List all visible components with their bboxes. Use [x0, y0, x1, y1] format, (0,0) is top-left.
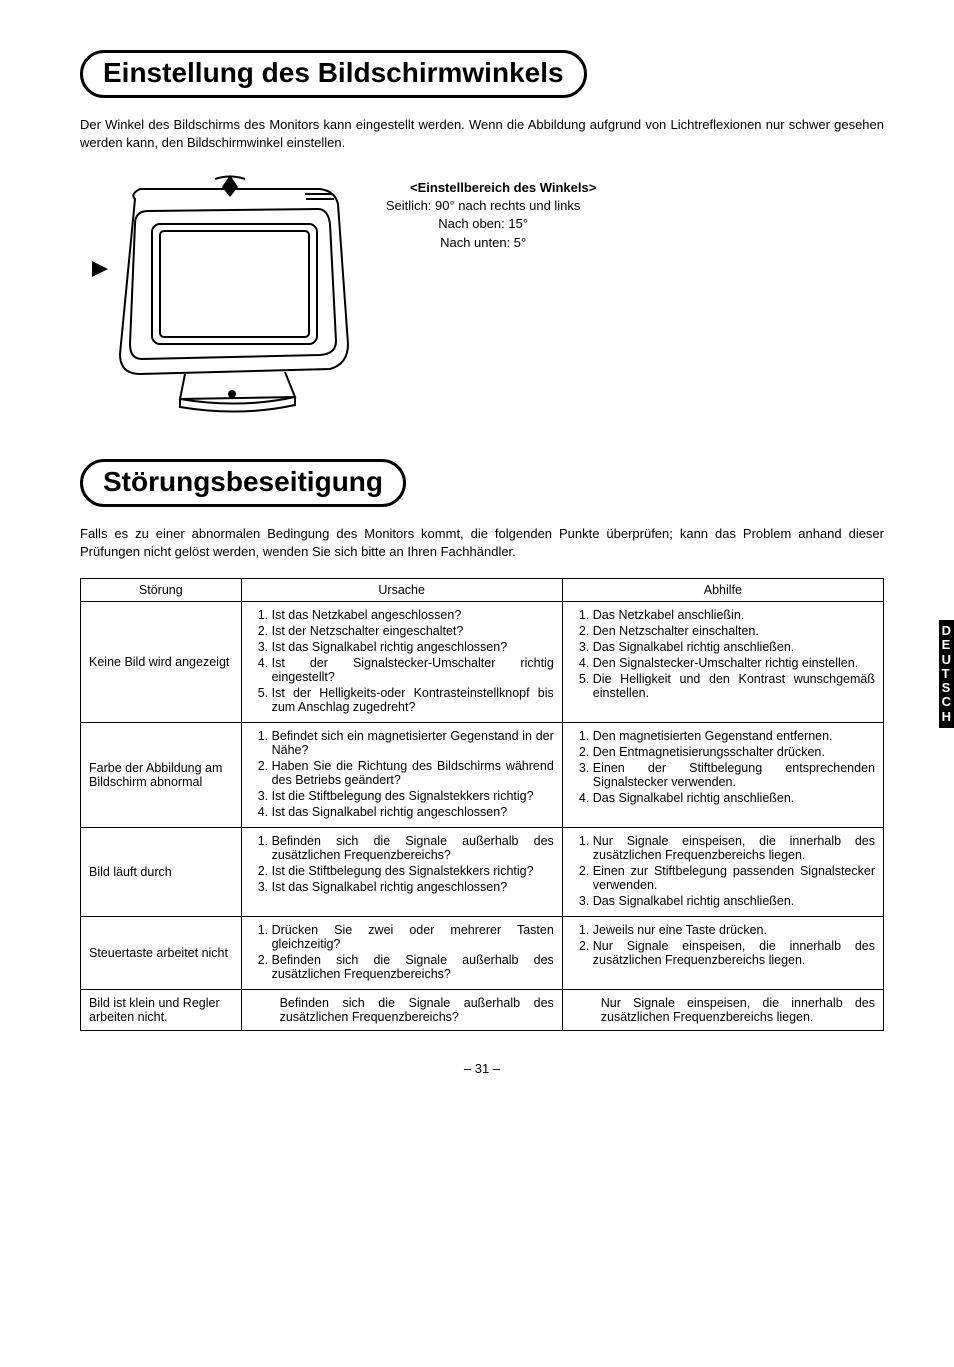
list-item: Die Helligkeit und den Kontrast wunschge…: [593, 672, 875, 700]
list-item: Das Netzkabel anschließin.: [593, 608, 875, 622]
list-item: Ist die Stiftbelegung des Signalstek­ker…: [272, 864, 554, 878]
cell-cause: Befindet sich ein magnetisierter Ge­gens…: [241, 723, 562, 828]
language-tab: DEUTSCH: [939, 620, 954, 728]
list-item: Ist das Netzkabel angeschlossen?: [272, 608, 554, 622]
cell-cause: Befinden sich die Signale außerhalb des …: [241, 828, 562, 917]
cell-problem: Bild ist klein und Re­gler arbeiten nich…: [81, 990, 242, 1031]
list-item: Ist die Stiftbelegung des Signalstek­ker…: [272, 789, 554, 803]
cell-remedy: Den magnetisierten Gegenstand entfernen.…: [562, 723, 883, 828]
cell-cause: Ist das Netzkabel angeschlossen? Ist der …: [241, 602, 562, 723]
troubleshooting-table: Störung Ursache Abhilfe Keine Bild wird …: [80, 578, 884, 1031]
angle-block: <Einstellbereich des Winkels> Seitlich: …: [80, 169, 884, 429]
list-item: Das Signalkabel richtig anschließen.: [593, 894, 875, 908]
cell-cause: Drücken Sie zwei oder mehrerer Ta­sten g…: [241, 917, 562, 990]
cell-problem: Farbe der Abbildung am Bildschirm abnorm…: [81, 723, 242, 828]
list-item: Drücken Sie zwei oder mehrerer Ta­sten g…: [272, 923, 554, 951]
tab-letter: H: [942, 710, 951, 724]
list-item: Nur Signale einspeisen, die inner­halb d…: [593, 834, 875, 862]
list-item: Den Netzschalter einschalten.: [593, 624, 875, 638]
list-item: Ist der Netzschalter eingeschaltet?: [272, 624, 554, 638]
section-heading-trouble: Störungsbeseitigung: [80, 459, 884, 507]
th-problem: Störung: [81, 579, 242, 602]
list-item: Befinden sich die Signale außerhalb des …: [272, 953, 554, 981]
table-row: Bild läuft durch Befinden sich die Signal…: [81, 828, 884, 917]
list-item: Den Signalstecker-Umschalter rich­tig ei…: [593, 656, 875, 670]
monitor-illustration: [80, 169, 380, 429]
list-item: Ist das Signalkabel richtig ange­schloss…: [272, 805, 554, 819]
angle-line-3: Nach unten: 5°: [370, 234, 596, 252]
th-remedy: Abhilfe: [562, 579, 883, 602]
table-row: Steuertaste arbeitet nicht Drücken Sie zw…: [81, 917, 884, 990]
list-item: Den magnetisierten Gegenstand entfernen.: [593, 729, 875, 743]
list-item: Ist das Signalkabel richtig ange­schloss…: [272, 640, 554, 654]
angle-range-title: <Einstellbereich des Winkels>: [410, 179, 596, 197]
angle-info: <Einstellbereich des Winkels> Seitlich: …: [410, 169, 596, 429]
angle-line-2: Nach oben: 15°: [370, 215, 596, 233]
tab-letter: S: [942, 681, 951, 695]
table-row: Farbe der Abbildung am Bildschirm abnorm…: [81, 723, 884, 828]
section-title-2: Störungsbeseitigung: [80, 459, 406, 507]
table-header-row: Störung Ursache Abhilfe: [81, 579, 884, 602]
list-item: Das Signalkabel richtig anschließen.: [593, 791, 875, 805]
cell-problem: Steuertaste arbeitet nicht: [81, 917, 242, 990]
list-item: Jeweils nur eine Taste drücken.: [593, 923, 875, 937]
list-item: Einen zur Stiftbelegung passenden Signal…: [593, 864, 875, 892]
cell-remedy: Das Netzkabel anschließin. Den Netzschalt…: [562, 602, 883, 723]
list-item: Nur Signale einspeisen, die inner­halb d…: [593, 939, 875, 967]
th-cause: Ursache: [241, 579, 562, 602]
section-title-1: Einstellung des Bildschirmwinkels: [80, 50, 587, 98]
intro-trouble: Falls es zu einer abnormalen Bedingung d…: [80, 525, 884, 560]
tab-letter: T: [942, 667, 951, 681]
cell-problem: Keine Bild wird angezeigt: [81, 602, 242, 723]
tab-letter: C: [942, 695, 951, 709]
angle-line-1: Seitlich: 90° nach rechts und links: [370, 197, 596, 215]
cell-cause: Befinden sich die Signale außerhalb des …: [241, 990, 562, 1031]
tab-letter: U: [942, 653, 951, 667]
tab-letter: D: [942, 624, 951, 638]
section-heading-angle: Einstellung des Bildschirmwinkels: [80, 50, 884, 98]
cell-remedy: Nur Signale einspeisen, die inner­halb d…: [562, 990, 883, 1031]
table-row: Bild ist klein und Re­gler arbeiten nich…: [81, 990, 884, 1031]
table-row: Keine Bild wird angezeigtIst das Netzkab…: [81, 602, 884, 723]
page-number: – 31 –: [80, 1061, 884, 1076]
list-item: Den Entmagnetisierungsschalter drücken.: [593, 745, 875, 759]
list-item: Haben Sie die Richtung des Bild­schirms …: [272, 759, 554, 787]
list-item: Das Signalkabel richtig anschließen.: [593, 640, 875, 654]
list-item: Einen der Stiftbelegung entspre­chenden …: [593, 761, 875, 789]
list-item: Ist das Signalkabel richtig ange­schloss…: [272, 880, 554, 894]
cell-remedy: Jeweils nur eine Taste drücken. Nur Signa…: [562, 917, 883, 990]
cell-remedy: Nur Signale einspeisen, die inner­halb d…: [562, 828, 883, 917]
tab-letter: E: [942, 638, 951, 652]
list-item: Ist der Helligkeits-oder Kontrastein­ste…: [272, 686, 554, 714]
list-item: Befinden sich die Signale außerhalb des …: [272, 834, 554, 862]
list-item: Ist der Signalstecker-Umschalter richtig…: [272, 656, 554, 684]
cell-problem: Bild läuft durch: [81, 828, 242, 917]
intro-angle: Der Winkel des Bildschirms des Monitors …: [80, 116, 884, 151]
list-item: Befindet sich ein magnetisierter Ge­gens…: [272, 729, 554, 757]
